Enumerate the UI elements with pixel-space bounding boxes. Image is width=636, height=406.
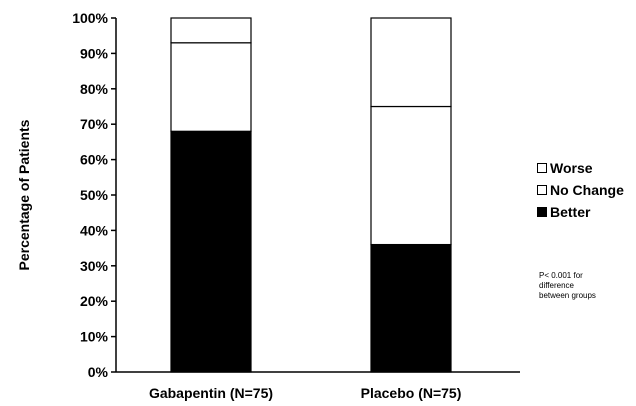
legend-swatch-better xyxy=(537,207,547,217)
significance-note: P< 0.001 for difference between groups xyxy=(539,271,596,300)
legend-swatch-no-change xyxy=(537,185,547,195)
bar-segment-worse xyxy=(170,17,252,44)
legend-label-no-change: No Change xyxy=(550,182,624,198)
legend-item-worse: Worse xyxy=(537,158,624,178)
y-tick-label: 10% xyxy=(80,329,109,345)
y-tick-label: 100% xyxy=(72,10,108,26)
bar-segment-no-change xyxy=(370,105,452,246)
y-tick-label: 0% xyxy=(88,364,109,380)
y-tick-label: 70% xyxy=(80,116,109,132)
y-tick-label: 30% xyxy=(80,258,109,274)
legend-swatch-worse xyxy=(537,163,547,173)
y-tick-label: 90% xyxy=(80,45,109,61)
x-category-label: Placebo (N=75) xyxy=(361,385,462,401)
y-tick-label: 50% xyxy=(80,187,109,203)
y-axis-label: Percentage of Patients xyxy=(16,119,32,270)
legend: Worse No Change Better xyxy=(537,158,624,224)
legend-item-better: Better xyxy=(537,202,624,222)
legend-label-worse: Worse xyxy=(550,160,593,176)
legend-label-better: Better xyxy=(550,204,591,220)
bar-segment-better xyxy=(170,130,252,373)
x-category-label: Gabapentin (N=75) xyxy=(149,385,273,401)
bar-segment-better xyxy=(370,243,452,373)
y-tick-label: 80% xyxy=(80,81,109,97)
bar-segment-worse xyxy=(370,17,452,108)
legend-item-no-change: No Change xyxy=(537,180,624,200)
y-tick-label: 20% xyxy=(80,293,109,309)
y-tick-label: 40% xyxy=(80,222,109,238)
y-tick-label: 60% xyxy=(80,152,109,168)
bar-segment-no-change xyxy=(170,42,252,132)
